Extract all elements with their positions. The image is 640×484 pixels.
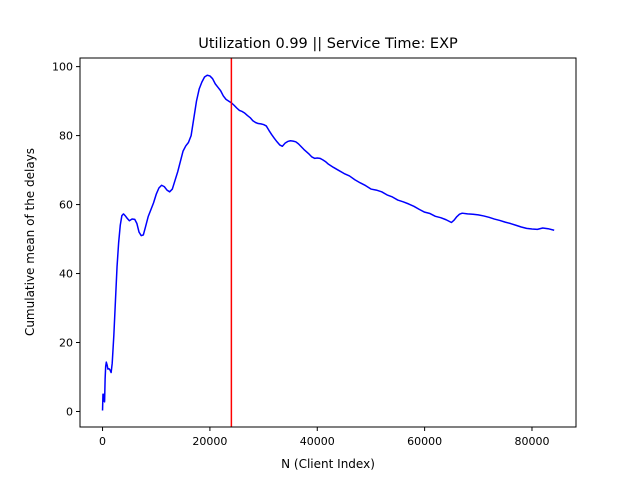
- series-line-0: [101, 74, 555, 411]
- x-tick-label: 20000: [192, 435, 227, 448]
- y-tick-label: 40: [59, 268, 73, 281]
- x-tick-label: 0: [99, 435, 106, 448]
- axis-ticks: 0 20000 40000 60000 80000 0 20 40 60 80 100: [52, 61, 549, 448]
- plot-frame: [79, 57, 577, 428]
- chart-title: Utilization 0.99 || Service Time: EXP: [198, 36, 458, 52]
- x-axis-label: N (Client Index): [281, 457, 375, 471]
- x-tick-label: 80000: [514, 435, 549, 448]
- plot-area: [101, 58, 555, 427]
- y-tick-label: 0: [66, 405, 73, 418]
- y-tick-label: 100: [52, 61, 73, 74]
- y-tick-label: 20: [59, 337, 73, 350]
- y-tick-label: 60: [59, 199, 73, 212]
- y-axis-label: Cumulative mean of the delays: [23, 148, 37, 336]
- x-tick-label: 60000: [407, 435, 442, 448]
- y-tick-label: 80: [59, 130, 73, 143]
- x-tick-label: 40000: [300, 435, 335, 448]
